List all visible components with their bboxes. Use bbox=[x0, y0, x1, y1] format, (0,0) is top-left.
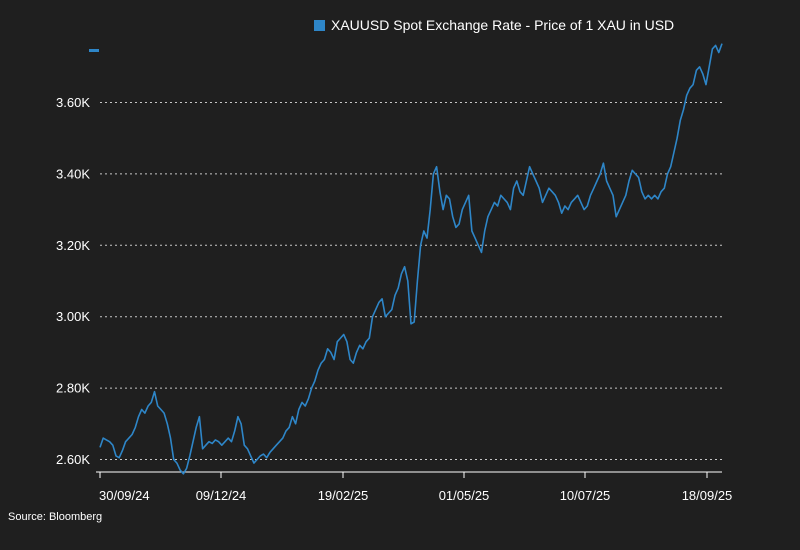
x-tick-label: 01/05/25 bbox=[439, 488, 490, 503]
grid-lines bbox=[100, 101, 722, 461]
x-tick-label: 30/09/24 bbox=[99, 488, 150, 503]
x-tick-label: 18/09/25 bbox=[682, 488, 733, 503]
x-axis-ticks: 30/09/24 09/12/24 19/02/25 01/05/25 10/07/25… bbox=[99, 472, 732, 503]
y-axis-tick-labels: 2.60K 2.80K 3.00K 3.20K 3.40K 3.60K bbox=[56, 95, 90, 467]
legend-label: XAUUSD Spot Exchange Rate - Price of 1 X… bbox=[331, 17, 675, 33]
y-tick-label: 3.00K bbox=[56, 309, 90, 324]
legend-swatch bbox=[314, 19, 325, 31]
last-value-marker bbox=[89, 49, 99, 52]
y-tick-label: 3.60K bbox=[56, 95, 90, 110]
legend: XAUUSD Spot Exchange Rate - Price of 1 X… bbox=[314, 17, 674, 33]
x-tick-label: 10/07/25 bbox=[560, 488, 611, 503]
y-tick-label: 3.20K bbox=[56, 238, 90, 253]
source-note: Source: Bloomberg bbox=[8, 511, 103, 523]
y-tick-label: 2.80K bbox=[56, 381, 90, 396]
y-tick-label: 2.60K bbox=[56, 452, 90, 467]
series-line-xauusd bbox=[99, 43, 723, 475]
y-tick-label: 3.40K bbox=[56, 166, 90, 181]
x-tick-label: 09/12/24 bbox=[196, 488, 247, 503]
x-tick-label: 19/02/25 bbox=[318, 488, 369, 503]
